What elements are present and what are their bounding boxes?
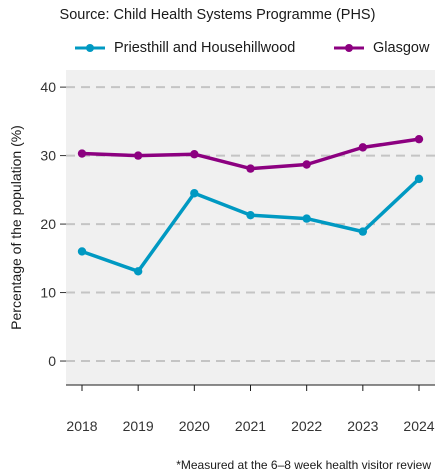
y-tick-label: 20 xyxy=(40,216,56,232)
data-point xyxy=(190,150,199,159)
y-tick-label: 30 xyxy=(40,148,56,164)
series-group xyxy=(77,134,424,276)
data-point xyxy=(77,247,87,256)
x-axis-ticks: 2018 2019 2020 2021 2022 2023 2024 xyxy=(66,385,435,434)
x-tick-label: 2022 xyxy=(291,418,322,434)
x-tick-label: 2019 xyxy=(123,418,154,434)
data-point xyxy=(414,174,424,184)
legend-item-glasgow: Glasgow xyxy=(333,38,429,58)
legend-label-glasgow: Glasgow xyxy=(373,40,430,56)
x-tick-label: 2021 xyxy=(235,418,266,434)
data-point xyxy=(358,227,368,236)
plot-panel xyxy=(66,70,435,385)
data-point xyxy=(414,134,424,144)
y-axis-ticks: 0 10 20 30 40 xyxy=(40,79,66,369)
data-point xyxy=(302,160,311,169)
legend-item-priesthill: Priesthill and Househillwood xyxy=(74,38,295,58)
y-tick-label: 40 xyxy=(40,79,56,95)
legend-swatch-glasgow xyxy=(334,44,364,52)
x-tick-label: 2020 xyxy=(179,418,210,434)
chart-subtitle: Source: Child Health Systems Programme (… xyxy=(59,7,376,23)
data-point xyxy=(246,164,255,173)
legend-swatch-priesthill xyxy=(75,44,105,52)
data-point xyxy=(358,143,368,152)
x-tick-label: 2023 xyxy=(347,418,378,434)
data-point xyxy=(246,210,255,220)
data-point xyxy=(133,267,143,276)
y-tick-label: 10 xyxy=(40,285,56,301)
y-tick-label: 0 xyxy=(48,353,56,369)
data-point xyxy=(133,151,143,160)
x-tick-label: 2018 xyxy=(66,418,97,434)
legend-label-priesthill: Priesthill and Househillwood xyxy=(114,40,296,56)
x-tick-label: 2024 xyxy=(403,418,434,434)
footnote: *Measured at the 6–8 week health visitor… xyxy=(176,458,431,472)
data-point xyxy=(190,189,199,198)
data-point xyxy=(302,214,311,223)
data-point xyxy=(77,149,87,158)
y-axis-label: Percentage of the population (%) xyxy=(8,125,24,330)
